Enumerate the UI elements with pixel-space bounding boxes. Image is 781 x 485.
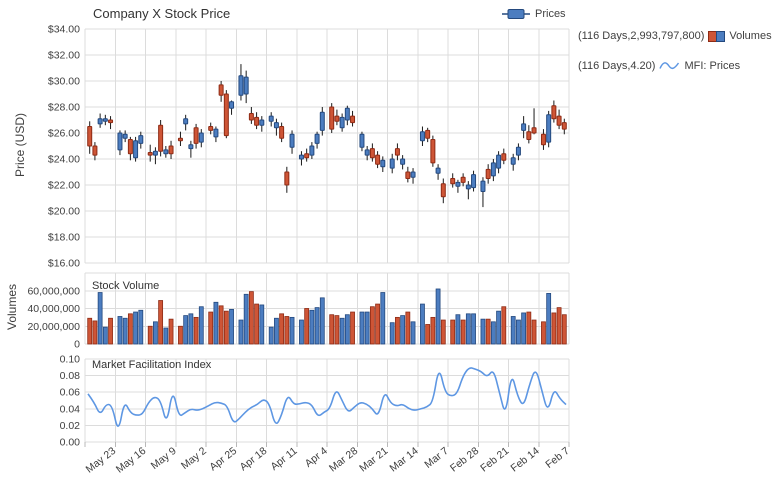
svg-text:20,000,000: 20,000,000 [27,321,80,333]
legend-item-prices[interactable]: Prices [501,8,566,20]
legend-item-volumes[interactable]: (116 Days,2,993,797,800) Volumes [578,30,772,42]
volume-panel-title: Stock Volume [92,280,160,292]
svg-text:$20.00: $20.00 [48,206,80,218]
candlestick-series [87,64,567,208]
legend-mfi-label: MFI: Prices [684,60,741,72]
legend-volumes-label: Volumes [729,30,772,42]
price-axis-title: Price (USD) [13,113,27,178]
svg-text:0.00: 0.00 [60,437,81,449]
svg-text:$34.00: $34.00 [48,24,80,36]
mfi-axis-tick-labels: 0.10 0.08 0.06 0.04 0.02 0.00 [60,354,81,449]
x-axis-ticks [84,442,570,447]
svg-text:Apr 18: Apr 18 [238,445,270,474]
svg-text:Mar 28: Mar 28 [327,445,360,475]
svg-text:0.10: 0.10 [60,354,81,366]
svg-text:$26.00: $26.00 [48,128,80,140]
svg-text:Mar 14: Mar 14 [388,445,421,475]
price-axis-tick-labels: $34.00 $32.00 $30.00 $28.00 $26.00 $24.00 $22.… [48,24,80,270]
svg-text:Feb 21: Feb 21 [478,445,511,475]
volume-bars [87,288,567,345]
svg-text:Mar 7: Mar 7 [422,445,451,471]
svg-text:0.02: 0.02 [60,420,81,432]
svg-text:0.04: 0.04 [60,403,81,415]
mfi-panel-title: Market Facilitation Index [92,359,212,371]
volume-axis-title: Volumes [5,283,19,331]
page-title: Company X Stock Price [93,6,231,21]
mfi-line [87,367,567,427]
legend-item-mfi[interactable]: (116 Days,4.20) MFI: Prices [578,60,740,72]
svg-text:$22.00: $22.00 [48,180,80,192]
svg-text:40,000,000: 40,000,000 [27,303,80,315]
legend-mfi-value: (116 Days,4.20) [578,60,656,72]
svg-text:0.08: 0.08 [60,370,81,382]
svg-text:Apr 4: Apr 4 [303,445,330,470]
svg-text:May 16: May 16 [114,445,149,476]
svg-text:Feb 14: Feb 14 [508,445,541,475]
svg-text:$28.00: $28.00 [48,102,80,114]
svg-text:Apr 11: Apr 11 [268,445,299,473]
svg-text:$30.00: $30.00 [48,76,80,88]
svg-text:Feb 28: Feb 28 [448,445,481,475]
volume-axis-tick-labels: 60,000,000 40,000,000 20,000,000 0 [27,285,80,350]
svg-text:$24.00: $24.00 [48,154,80,166]
candlestick-icon [502,9,530,19]
svg-text:0.06: 0.06 [60,387,81,399]
svg-text:0: 0 [74,339,80,351]
svg-text:Feb 7: Feb 7 [543,445,572,471]
svg-text:Mar 21: Mar 21 [357,445,390,475]
svg-text:Apr 25: Apr 25 [207,445,239,474]
svg-text:May 9: May 9 [149,445,179,472]
svg-text:$32.00: $32.00 [48,50,80,62]
svg-text:60,000,000: 60,000,000 [27,285,80,297]
svg-text:$18.00: $18.00 [48,232,80,244]
wave-icon [659,62,680,70]
svg-text:$16.00: $16.00 [48,258,80,270]
svg-text:May 2: May 2 [179,445,209,472]
volume-swatch-icon [708,30,726,42]
legend-volumes-value: (116 Days,2,993,797,800) [578,30,705,42]
svg-text:May 23: May 23 [84,445,119,476]
legend-prices-label: Prices [535,8,566,20]
